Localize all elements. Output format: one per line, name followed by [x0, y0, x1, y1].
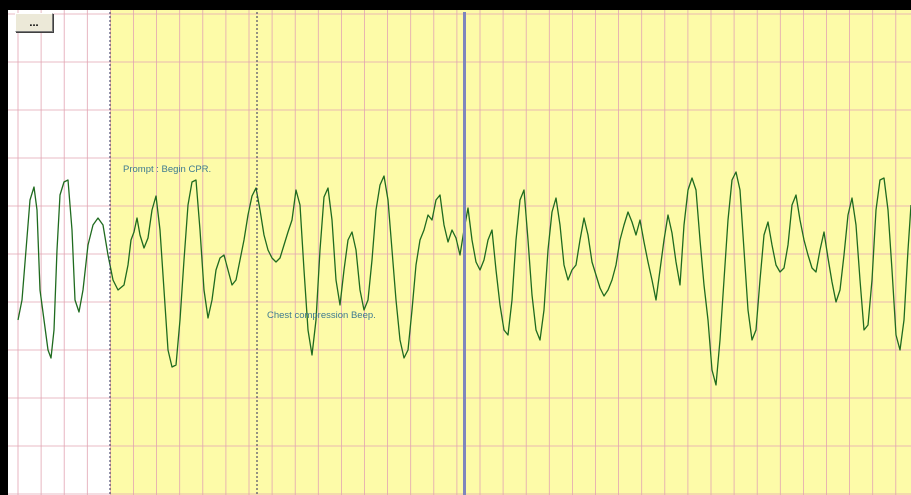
top-frame — [0, 0, 911, 10]
compression-annotation: Chest compression Beep. — [267, 310, 376, 321]
prompt-annotation: Prompt : Begin CPR. — [123, 164, 211, 175]
review-region — [110, 10, 911, 495]
ecg-grid — [8, 10, 911, 495]
left-frame — [0, 0, 8, 495]
playback-cursor[interactable] — [463, 12, 466, 495]
menu-button[interactable]: ... — [15, 13, 53, 32]
